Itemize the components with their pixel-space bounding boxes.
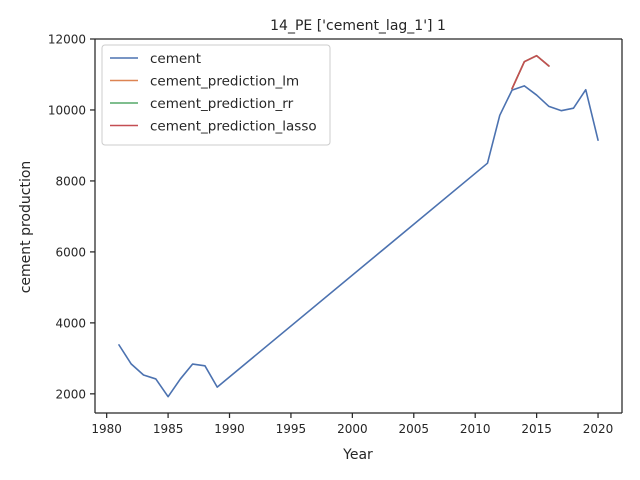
x-tick-label: 1985 xyxy=(153,422,184,436)
x-tick-label: 2020 xyxy=(583,422,614,436)
y-tick-label: 6000 xyxy=(55,245,86,259)
x-axis-label: Year xyxy=(342,447,373,463)
y-tick-label: 8000 xyxy=(55,174,86,188)
legend-box xyxy=(101,44,331,146)
y-axis-label: cement production xyxy=(18,161,34,294)
y-tick-label: 10000 xyxy=(48,103,86,117)
chart-title: 14_PE ['cement_lag_1'] 1 xyxy=(270,18,446,34)
x-tick-label: 2005 xyxy=(399,422,430,436)
x-tick-label: 2010 xyxy=(460,422,491,436)
x-tick-label: 1995 xyxy=(276,422,307,436)
legend-label: cement xyxy=(150,51,201,67)
axes-layer: 1980 1985 1990 1995 2000 2005 2010 2015 2020 2000… xyxy=(48,33,623,436)
y-tick-label: 2000 xyxy=(55,387,86,401)
y-tick-label: 12000 xyxy=(48,33,86,47)
series-layer xyxy=(118,54,599,398)
x-tick-label: 1980 xyxy=(91,422,122,436)
legend-label: cement_prediction_rr xyxy=(150,96,294,112)
series-line-cement-prediction-lasso xyxy=(511,54,550,90)
legend-label: cement_prediction_lasso xyxy=(150,119,317,135)
x-tick-label: 2015 xyxy=(521,422,552,436)
series-line-cement xyxy=(118,85,599,398)
x-tick-label: 1990 xyxy=(214,422,245,436)
legend-label: cement_prediction_lm xyxy=(150,74,299,90)
legend: cement cement_prediction_lm cement_predict… xyxy=(101,44,331,146)
y-tick-label: 4000 xyxy=(55,316,86,330)
x-tick-label: 2000 xyxy=(337,422,368,436)
